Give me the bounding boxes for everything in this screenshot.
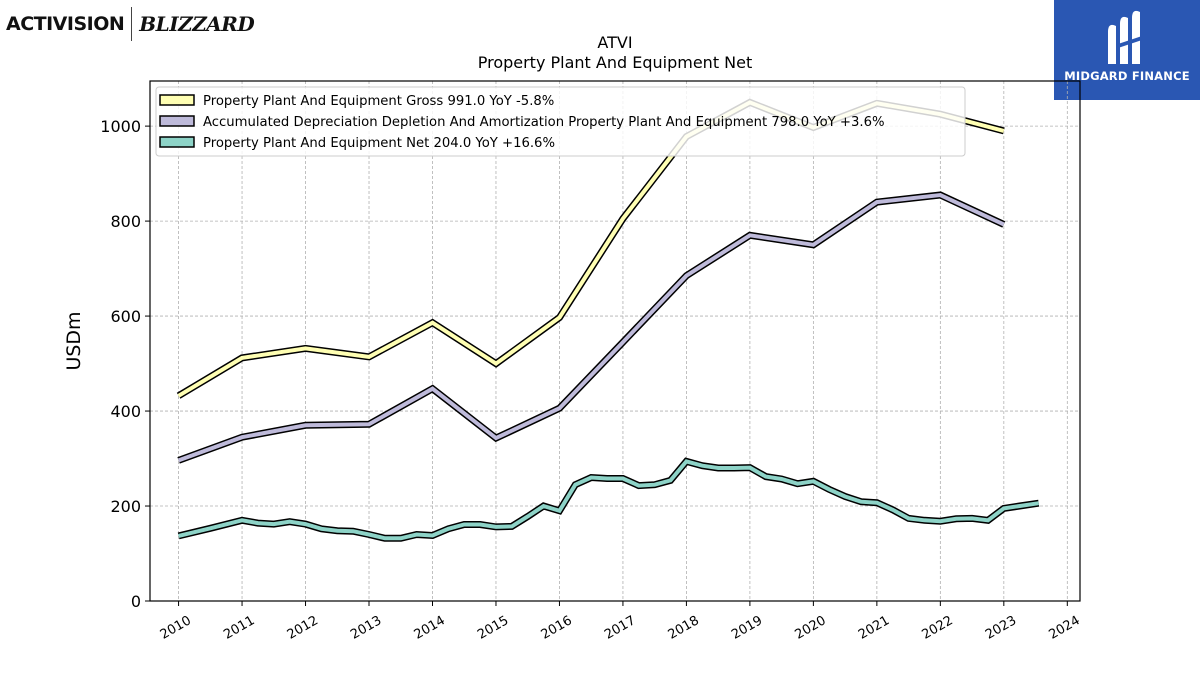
chart-subtitle: Property Plant And Equipment Net: [478, 53, 753, 72]
x-tick-label: 2023: [983, 613, 1019, 643]
x-tick-label: 2016: [539, 613, 575, 643]
x-tick-label: 2017: [602, 613, 638, 643]
midgard-finance-logo: MIDGARD FINANCE: [1054, 0, 1200, 100]
x-tick-label: 2010: [158, 613, 194, 643]
x-tick-label: 2011: [221, 613, 257, 643]
midgard-emblem-icon: [1108, 10, 1142, 64]
legend-label: Property Plant And Equipment Gross 991.0…: [203, 94, 554, 109]
y-tick-label: 600: [110, 307, 141, 326]
legend-swatch: [159, 115, 195, 127]
x-axis: 2010 2011 2012 2013 2014 2015 2016 2017 2018 2019…: [158, 601, 1083, 643]
legend-swatch: [159, 94, 195, 106]
x-tick-label: 2012: [285, 613, 321, 643]
activision-blizzard-logo: ACTIVISION BLIZZARD: [6, 6, 255, 42]
y-tick-label: 1000: [100, 117, 141, 136]
x-tick-label: 2018: [666, 613, 702, 643]
x-tick-label: 2024: [1046, 613, 1082, 643]
series-line-outline: [177, 191, 1006, 464]
x-tick-label: 2021: [856, 613, 892, 643]
x-tick-label: 2022: [920, 613, 956, 643]
plot-frame: [149, 80, 1081, 602]
series-line-fill: [177, 192, 1005, 463]
activision-logo-text: ACTIVISION: [6, 13, 125, 35]
series-line-2: [177, 457, 1040, 542]
midgard-logo-text: MIDGARD FINANCE: [1064, 69, 1190, 83]
legend-label: Property Plant And Equipment Net 204.0 Y…: [203, 136, 555, 151]
logo-divider: [131, 7, 133, 41]
y-tick-label: 400: [110, 402, 141, 421]
legend-box: [155, 86, 966, 157]
series-line-fill: [178, 459, 1039, 541]
y-axis: 0 200 400 600 800 1000: [100, 117, 150, 611]
chart-title: ATVI: [597, 33, 632, 52]
y-tick-label: 200: [110, 497, 141, 516]
x-tick-label: 2014: [412, 613, 448, 643]
x-tick-label: 2019: [729, 613, 765, 643]
legend-swatch: [159, 136, 195, 148]
x-tick-label: 2020: [793, 613, 829, 643]
x-tick-label: 2015: [475, 613, 511, 643]
legend: Property Plant And Equipment Gross 991.0…: [155, 86, 966, 157]
legend-label: Accumulated Depreciation Depletion And A…: [203, 115, 885, 130]
y-tick-label: 0: [131, 592, 141, 611]
blizzard-logo-text: BLIZZARD: [139, 12, 255, 36]
y-tick-label: 800: [110, 212, 141, 231]
series-line-1: [177, 191, 1006, 464]
x-tick-label: 2013: [348, 613, 384, 643]
y-axis-label: USDm: [63, 311, 85, 370]
series-layer: [176, 98, 1040, 542]
